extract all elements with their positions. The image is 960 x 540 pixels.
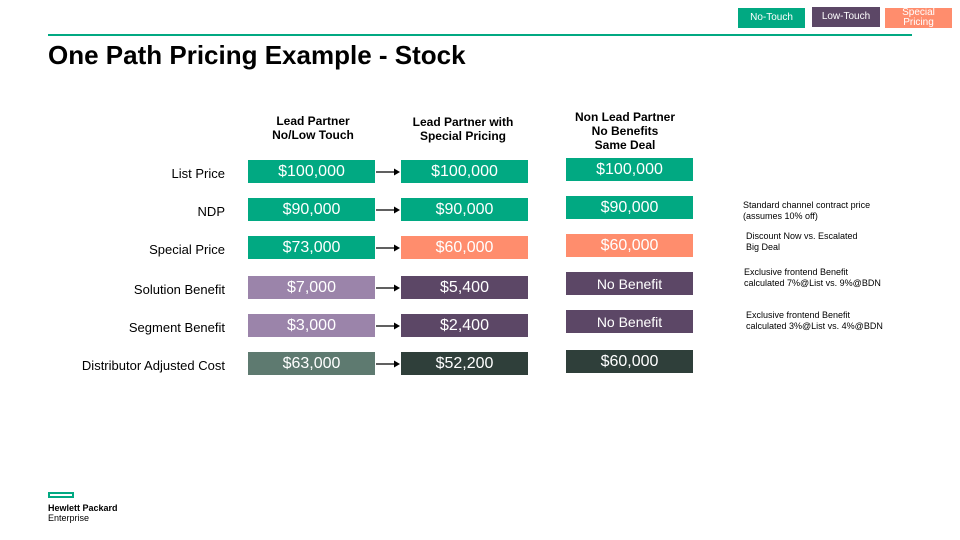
logo-line: Hewlett Packard bbox=[48, 503, 118, 513]
note-solution-benefit: Exclusive frontend Benefit calculated 7%… bbox=[744, 267, 881, 289]
column-header-line: Lead Partner with bbox=[412, 115, 514, 129]
hpe-logo-text: Hewlett Packard Enterprise bbox=[48, 503, 118, 523]
value-box-col3-ndp: $90,000 bbox=[566, 196, 693, 219]
note-line: Exclusive frontend Benefit bbox=[744, 267, 849, 277]
value-box-col3-solution-benefit: No Benefit bbox=[566, 272, 693, 295]
note-ndp: Standard channel contract price (assumes… bbox=[743, 200, 870, 222]
legend-special-pricing: Special Pricing bbox=[885, 8, 952, 28]
note-line: calculated 3%@List vs. 4%@BDN bbox=[746, 321, 883, 331]
value-box-col1-ndp: $90,000 bbox=[248, 198, 375, 221]
value-box-col2-segment-benefit: $2,400 bbox=[401, 314, 528, 337]
value-box-col2-solution-benefit: $5,400 bbox=[401, 276, 528, 299]
row-label-ndp: NDP bbox=[197, 204, 225, 219]
note-line: Standard channel contract price bbox=[743, 200, 871, 210]
column-header-lead-partner: Lead Partner No/Low Touch bbox=[248, 114, 378, 142]
value-box-col2-ndp: $90,000 bbox=[401, 198, 528, 221]
note-line: calculated 7%@List vs. 9%@BDN bbox=[744, 278, 881, 288]
arrow-right-icon bbox=[376, 284, 400, 292]
column-header-line: No Benefits bbox=[591, 124, 659, 138]
note-line: Exclusive frontend Benefit bbox=[746, 310, 851, 320]
column-header-non-lead-partner: Non Lead Partner No Benefits Same Deal bbox=[560, 110, 690, 152]
legend-low-touch: Low-Touch bbox=[812, 7, 880, 27]
value-box-col1-solution-benefit: $7,000 bbox=[248, 276, 375, 299]
value-box-col3-segment-benefit: No Benefit bbox=[566, 310, 693, 333]
arrow-right-icon bbox=[376, 168, 400, 176]
value-box-col1-segment-benefit: $3,000 bbox=[248, 314, 375, 337]
hpe-logo-icon bbox=[48, 492, 74, 498]
value-box-col2-distributor-adjusted-cost: $52,200 bbox=[401, 352, 528, 375]
arrow-right-icon bbox=[376, 206, 400, 214]
value-box-col3-special-price: $60,000 bbox=[566, 234, 693, 257]
value-box-col1-special-price: $73,000 bbox=[248, 236, 375, 259]
row-label-distributor-adjusted-cost: Distributor Adjusted Cost bbox=[81, 358, 225, 373]
legend-no-touch: No-Touch bbox=[738, 8, 805, 28]
arrow-right-icon bbox=[376, 244, 400, 252]
row-label-solution-benefit: Solution Benefit bbox=[133, 282, 225, 297]
arrow-right-icon bbox=[376, 322, 400, 330]
note-line: Big Deal bbox=[746, 242, 781, 252]
column-header-line: No/Low Touch bbox=[272, 128, 354, 142]
column-header-line: Non Lead Partner bbox=[574, 110, 676, 124]
value-box-col3-list-price: $100,000 bbox=[566, 158, 693, 181]
note-line: Discount Now vs. Escalated bbox=[746, 231, 858, 241]
title-rule bbox=[48, 34, 912, 36]
page-title: One Path Pricing Example - Stock bbox=[48, 40, 466, 70]
value-box-col1-list-price: $100,000 bbox=[248, 160, 375, 183]
note-special-price: Discount Now vs. Escalated Big Deal bbox=[746, 231, 858, 253]
row-label-list-price: List Price bbox=[171, 166, 225, 181]
row-label-segment-benefit: Segment Benefit bbox=[128, 320, 225, 335]
value-box-col2-list-price: $100,000 bbox=[401, 160, 528, 183]
arrow-right-icon bbox=[376, 360, 400, 368]
logo-line: Enterprise bbox=[48, 513, 90, 523]
note-line: (assumes 10% off) bbox=[743, 211, 818, 221]
column-header-line: Special Pricing bbox=[419, 129, 507, 143]
value-box-col2-special-price: $60,000 bbox=[401, 236, 528, 259]
column-header-lead-partner-special: Lead Partner with Special Pricing bbox=[398, 115, 528, 143]
value-box-col3-distributor-adjusted-cost: $60,000 bbox=[566, 350, 693, 373]
column-header-line: Same Deal bbox=[594, 138, 656, 152]
note-segment-benefit: Exclusive frontend Benefit calculated 3%… bbox=[746, 310, 883, 332]
row-label-special-price: Special Price bbox=[149, 242, 225, 257]
column-header-line: Lead Partner bbox=[276, 114, 350, 128]
value-box-col1-distributor-adjusted-cost: $63,000 bbox=[248, 352, 375, 375]
